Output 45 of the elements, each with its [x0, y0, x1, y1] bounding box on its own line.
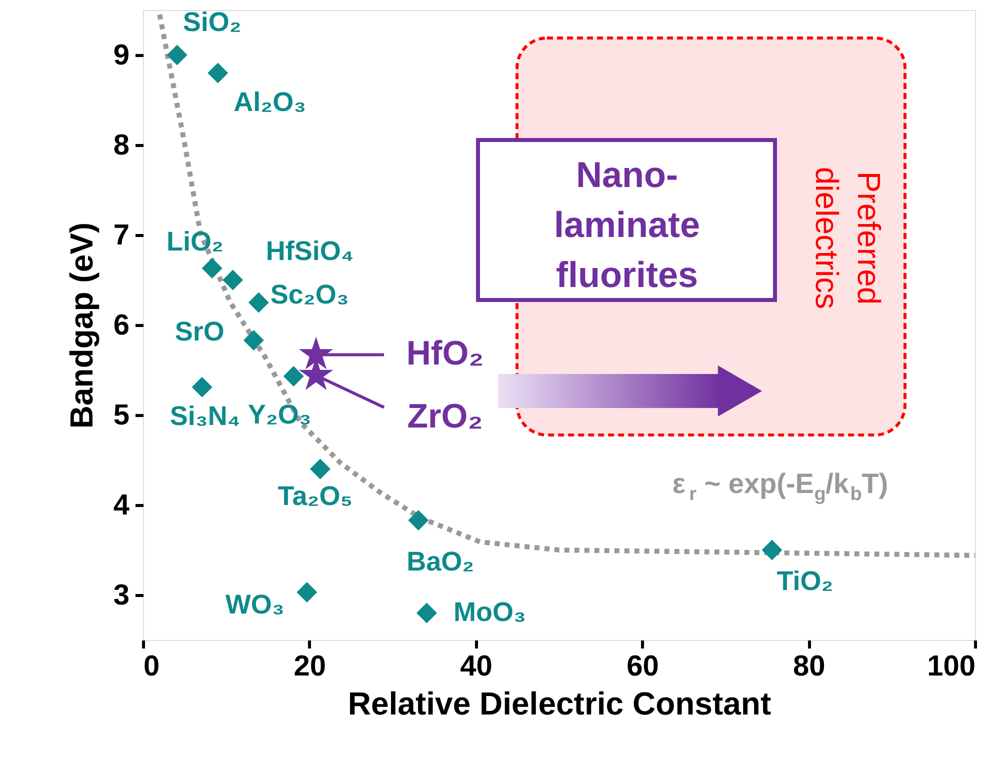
x-tick-label: 80	[792, 650, 826, 682]
annotation: Nano-laminate fluorites	[554, 154, 700, 295]
point	[243, 330, 264, 351]
y-tick-label: 4	[113, 490, 130, 522]
annotation: HfSiO₄	[266, 236, 354, 266]
point	[762, 540, 782, 560]
x-tick-label: 60	[626, 650, 659, 682]
point	[296, 582, 318, 603]
point	[166, 44, 188, 66]
annotation: Sc₂O₃	[270, 280, 349, 310]
y-tick-label: 6	[113, 310, 130, 342]
y-axis-title: Bandgap (eV)	[63, 222, 100, 429]
annotation: TiO₂	[776, 566, 834, 596]
x-tick-label: 40	[460, 650, 492, 682]
point	[208, 62, 228, 84]
annotation: HfO₂	[406, 334, 484, 373]
y-tick-label: 8	[113, 130, 130, 162]
point	[408, 510, 429, 531]
point	[202, 258, 222, 279]
point	[310, 458, 330, 480]
annotation: Y₂O₃	[248, 399, 312, 430]
annotation: LiO₂	[166, 226, 224, 256]
annotation: SrO	[174, 316, 224, 346]
x-axis-title: Relative Dielectric Constant	[348, 686, 772, 722]
y-tick-label: 9	[113, 40, 130, 72]
annotation: SiO₂	[182, 7, 242, 37]
y-tick-label: 5	[113, 400, 130, 432]
point	[192, 376, 212, 398]
annotation: ZrO₂	[407, 397, 483, 436]
point	[416, 602, 437, 624]
point	[222, 270, 244, 290]
point	[283, 366, 304, 387]
x-tick-label: 0	[144, 650, 160, 682]
y-tick-label: 7	[113, 220, 130, 252]
x-tick-label: 20	[294, 650, 326, 682]
annotation: WO₃	[225, 589, 284, 620]
annotation: MoO₃	[453, 597, 526, 627]
y-tick-label: 3	[113, 580, 130, 612]
point	[248, 292, 269, 313]
x-tick-label: 100	[927, 650, 976, 682]
annotation: Si₃N₄	[170, 401, 240, 432]
annotation: BaO₂	[406, 546, 474, 576]
annotation: Preferred dielectrics	[809, 166, 887, 310]
annotation: Ta₂O₅	[278, 481, 353, 511]
annotation: Al₂O₃	[234, 87, 306, 117]
